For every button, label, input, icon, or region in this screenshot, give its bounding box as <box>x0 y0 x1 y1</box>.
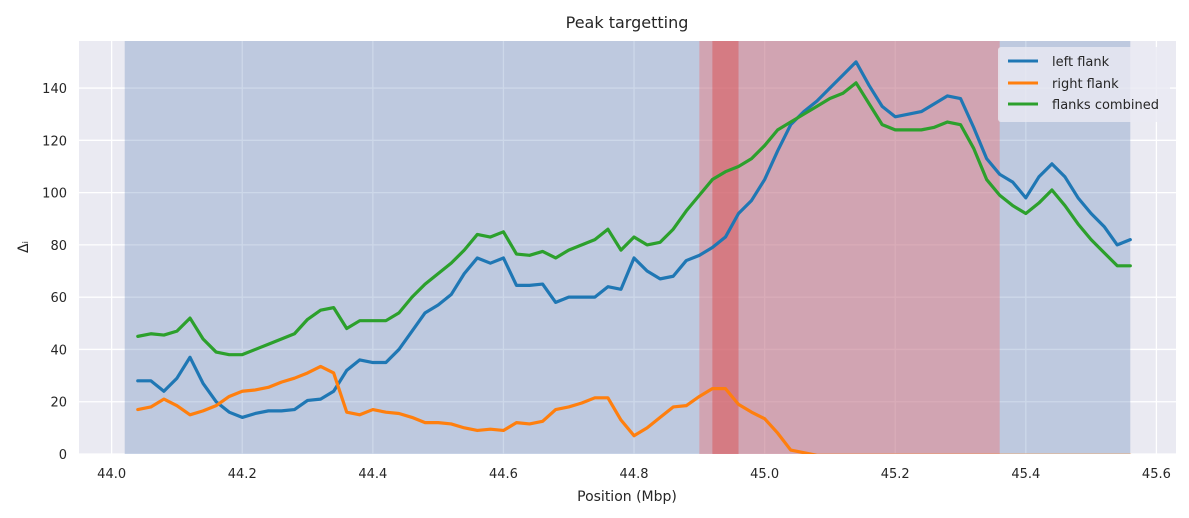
y-tick-label: 40 <box>50 343 67 358</box>
legend-box <box>998 47 1170 122</box>
x-tick-label: 44.2 <box>228 467 257 482</box>
x-tick-label: 44.0 <box>97 467 126 482</box>
y-tick-label: 0 <box>59 448 67 463</box>
x-axis-label: Position (Mbp) <box>577 489 677 505</box>
y-tick-label: 20 <box>50 396 67 411</box>
x-tick-label: 45.0 <box>750 467 779 482</box>
y-tick-label: 140 <box>42 82 67 97</box>
y-tick-label: 60 <box>50 291 67 306</box>
legend-label-flanks-combined: flanks combined <box>1052 98 1159 113</box>
x-tick-label: 45.6 <box>1142 467 1171 482</box>
series-line-flanks-combined <box>136 81 1132 357</box>
legend-label-right-flank: right flank <box>1052 77 1119 92</box>
x-tick-label: 45.2 <box>881 467 910 482</box>
legend: left flank right flank flanks combined <box>998 47 1170 122</box>
series-line-right-flank <box>136 364 1132 454</box>
x-tick-labels: 44.0 44.2 44.4 44.6 44.8 45.0 45.2 45.4 45.6 <box>97 467 1171 482</box>
plot-background <box>79 41 1176 454</box>
legend-label-left-flank: left flank <box>1052 55 1110 70</box>
highlight-region <box>699 41 1000 454</box>
y-tick-labels: 0 20 40 60 80 100 120 140 <box>42 82 67 463</box>
x-tick-label: 44.8 <box>620 467 649 482</box>
y-tick-label: 80 <box>50 239 67 254</box>
highlight-region <box>124 41 1131 454</box>
x-tick-label: 45.4 <box>1011 467 1040 482</box>
y-axis-label: Δᵢ <box>16 241 32 253</box>
highlight-region <box>712 41 739 454</box>
x-tick-label: 44.6 <box>489 467 518 482</box>
y-tick-label: 120 <box>42 134 67 149</box>
series-lines <box>136 60 1132 454</box>
chart-title: Peak targetting <box>566 13 689 32</box>
highlight-regions <box>124 41 1131 454</box>
series-line-left-flank <box>136 60 1132 420</box>
x-tick-label: 44.4 <box>358 467 387 482</box>
y-tick-label: 100 <box>42 187 67 202</box>
